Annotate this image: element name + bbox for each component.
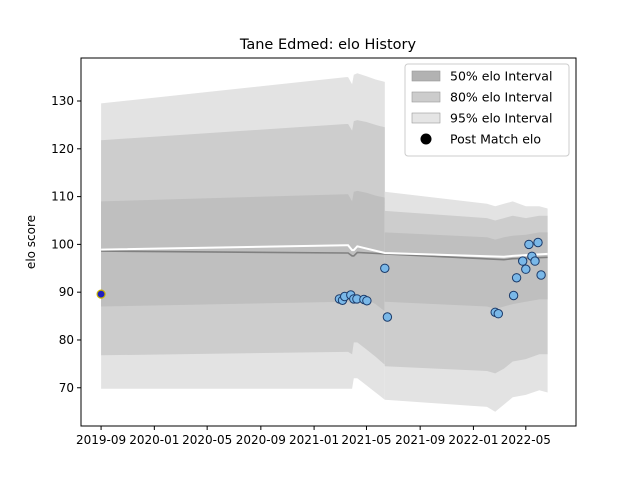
band-50-segment-1 [101,190,385,312]
x-tick-label: 2021-09 [395,433,445,447]
legend-marker [420,133,432,145]
elo-point [508,290,519,301]
elo-point [533,237,543,248]
elo-point [380,263,390,273]
x-tick-label: 2020-01 [129,433,179,447]
upper-elo-line [101,244,548,258]
y-tick-label: 80 [59,333,74,347]
x-tick-label: 2021-01 [289,433,339,447]
axes-frame [80,57,577,427]
y-tick-label: 100 [51,237,74,251]
elo-point [521,264,531,274]
elo-point [493,309,503,319]
elo-point [524,239,534,250]
elo-point [382,312,393,322]
legend-label: 95% elo Interval [450,111,552,126]
y-tick-label: 130 [51,94,74,108]
legend-swatch [411,91,441,103]
elo-point [362,296,372,306]
legend-label: 80% elo Interval [450,90,552,105]
x-tick-label: 2022-01 [448,433,498,447]
legend-label: Post Match elo [450,132,541,147]
legend-box [404,63,570,157]
elo-point [530,256,540,266]
x-tick-label: 2020-05 [182,433,232,447]
chart-title: Tane Edmed: elo History [239,37,417,53]
x-tick-label: 2021-05 [341,433,391,447]
legend-swatch [411,70,441,82]
y-tick-label: 70 [59,381,74,395]
plot-area [96,73,548,412]
y-tick-label: 120 [51,142,74,156]
mean-elo-line [101,250,548,261]
elo-point [518,256,528,266]
legend-swatch [411,112,441,124]
elo-point-first [96,289,106,299]
y-tick-label: 90 [59,285,74,299]
x-axis: 2019-09 2020-01 2020-05 2020-09 2021-01 2021-… [76,426,551,447]
legend: 50% elo Interval 80% elo Interval 95% elo … [404,63,570,157]
y-axis: 70 80 90 100 110 120 130 [51,94,81,395]
legend-label: 50% elo Interval [450,69,552,84]
x-tick-label: 2019-09 [76,433,126,447]
x-tick-label: 2022-05 [501,433,551,447]
band-50-segment-2 [384,232,548,309]
x-tick-label: 2020-09 [236,433,286,447]
elo-point [536,270,546,280]
elo-point [511,273,522,283]
y-axis-label: elo score [24,215,38,269]
y-tick-label: 110 [51,190,74,204]
